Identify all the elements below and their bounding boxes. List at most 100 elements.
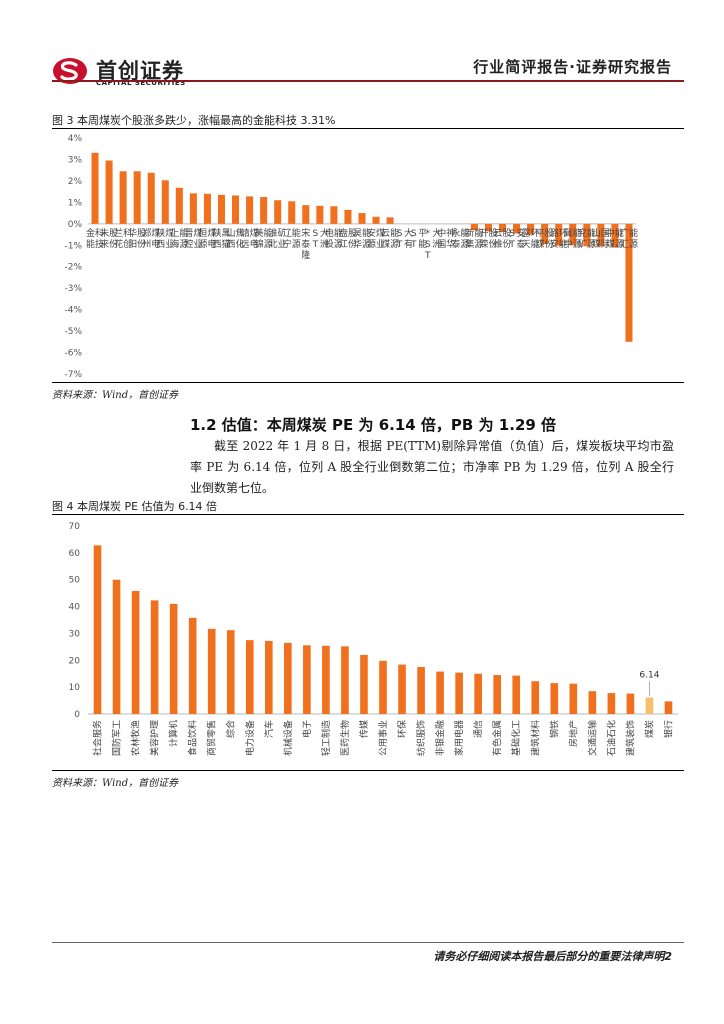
report-type-title: 行业简评报告·证券研究报告 — [473, 58, 672, 76]
y-tick-label: 40 — [69, 603, 81, 613]
svg-text:创: 创 — [123, 238, 132, 250]
svg-text:煤: 煤 — [250, 227, 259, 239]
svg-text:源: 源 — [629, 239, 638, 250]
bar — [344, 209, 352, 224]
figure3-source: 资料来源：Wind，首创证券 — [52, 390, 179, 401]
svg-text:源: 源 — [334, 239, 343, 250]
svg-text:矿: 矿 — [578, 238, 587, 250]
bar — [499, 223, 507, 232]
svg-text:泰: 泰 — [301, 238, 310, 250]
x-tick-label: 环保 — [396, 720, 408, 738]
x-tick-label: 公用事业 — [377, 720, 389, 756]
figure3-chart: 4%3%2%1%0%-1%-2%-3%-4%-5%-6%-7%金能科技未来股份兰… — [64, 134, 638, 380]
svg-text:广: 广 — [620, 227, 629, 239]
section-heading: 1.2 估值：本周煤炭 PE 为 6.14 倍，PB 为 1.29 倍 — [190, 416, 557, 434]
bar — [188, 617, 197, 714]
svg-text:安: 安 — [550, 238, 559, 250]
bar — [512, 675, 521, 714]
bar — [626, 693, 635, 714]
bar — [341, 646, 349, 714]
svg-text:能: 能 — [474, 227, 483, 239]
svg-text:维: 维 — [494, 238, 503, 250]
bar — [569, 683, 578, 714]
y-tick-label: 70 — [69, 522, 81, 532]
svg-text:控: 控 — [184, 238, 193, 250]
svg-text:陕: 陕 — [212, 227, 221, 239]
svg-text:华: 华 — [446, 238, 455, 250]
bar — [91, 152, 99, 224]
svg-text:能: 能 — [292, 227, 301, 239]
x-tick-label: 纺织服饰 — [415, 720, 427, 756]
x-tick-label: 通信 — [472, 720, 484, 738]
svg-text:源: 源 — [390, 239, 399, 250]
bar — [217, 194, 225, 224]
x-tick-label: 基础化工 — [510, 720, 522, 756]
svg-text:股: 股 — [503, 228, 512, 239]
bar — [203, 193, 211, 224]
x-tick-label: 房地产 — [567, 720, 579, 747]
bar — [246, 196, 254, 224]
svg-text:中: 中 — [606, 227, 615, 239]
svg-text:T: T — [508, 240, 515, 250]
bar — [245, 640, 254, 714]
svg-text:猫: 猫 — [221, 238, 230, 250]
svg-text:兖: 兖 — [578, 227, 587, 239]
svg-text:焦: 焦 — [236, 227, 245, 239]
svg-text:T: T — [312, 240, 319, 250]
bar — [398, 664, 406, 714]
bar — [322, 645, 330, 714]
bar — [169, 603, 178, 714]
svg-text:昊: 昊 — [353, 228, 362, 239]
bar — [303, 645, 311, 714]
svg-text:能: 能 — [390, 227, 399, 239]
svg-text:洲: 洲 — [432, 239, 441, 250]
bar — [260, 197, 268, 224]
svg-text:锦: 锦 — [255, 238, 264, 250]
svg-text:煤: 煤 — [536, 238, 545, 250]
svg-text:永: 永 — [451, 227, 460, 239]
x-tick-label: 汽车 — [263, 720, 275, 738]
bar — [417, 667, 425, 714]
svg-text:能: 能 — [460, 227, 469, 239]
bar — [232, 195, 240, 224]
bar — [207, 628, 216, 714]
svg-text:源: 源 — [264, 239, 273, 250]
bar — [161, 180, 169, 224]
y-tick-label: 1% — [68, 198, 83, 208]
svg-text:股: 股 — [488, 228, 497, 239]
svg-text:源: 源 — [179, 239, 188, 250]
svg-text:未: 未 — [100, 227, 109, 239]
svg-text:西: 西 — [156, 239, 165, 250]
svg-text:华: 华 — [353, 238, 362, 250]
svg-text:源: 源 — [292, 239, 301, 250]
svg-text:美: 美 — [255, 227, 264, 239]
svg-text:开: 开 — [479, 228, 488, 239]
bar — [131, 590, 140, 714]
svg-text:能: 能 — [362, 227, 371, 239]
svg-text:投: 投 — [325, 238, 334, 250]
svg-text:环: 环 — [559, 228, 568, 239]
logo-en-text: CAPITAL SECURITIES — [96, 79, 186, 87]
svg-text:上: 上 — [170, 228, 179, 239]
figure4-title: 图 4 本周煤炭 PE 估值为 6.14 倍 — [52, 500, 218, 513]
bar — [470, 223, 478, 231]
svg-text:泰: 泰 — [517, 238, 526, 250]
svg-text:源: 源 — [198, 239, 207, 250]
svg-text:宋: 宋 — [301, 227, 310, 239]
bar — [555, 223, 563, 246]
svg-text:T: T — [424, 251, 431, 261]
